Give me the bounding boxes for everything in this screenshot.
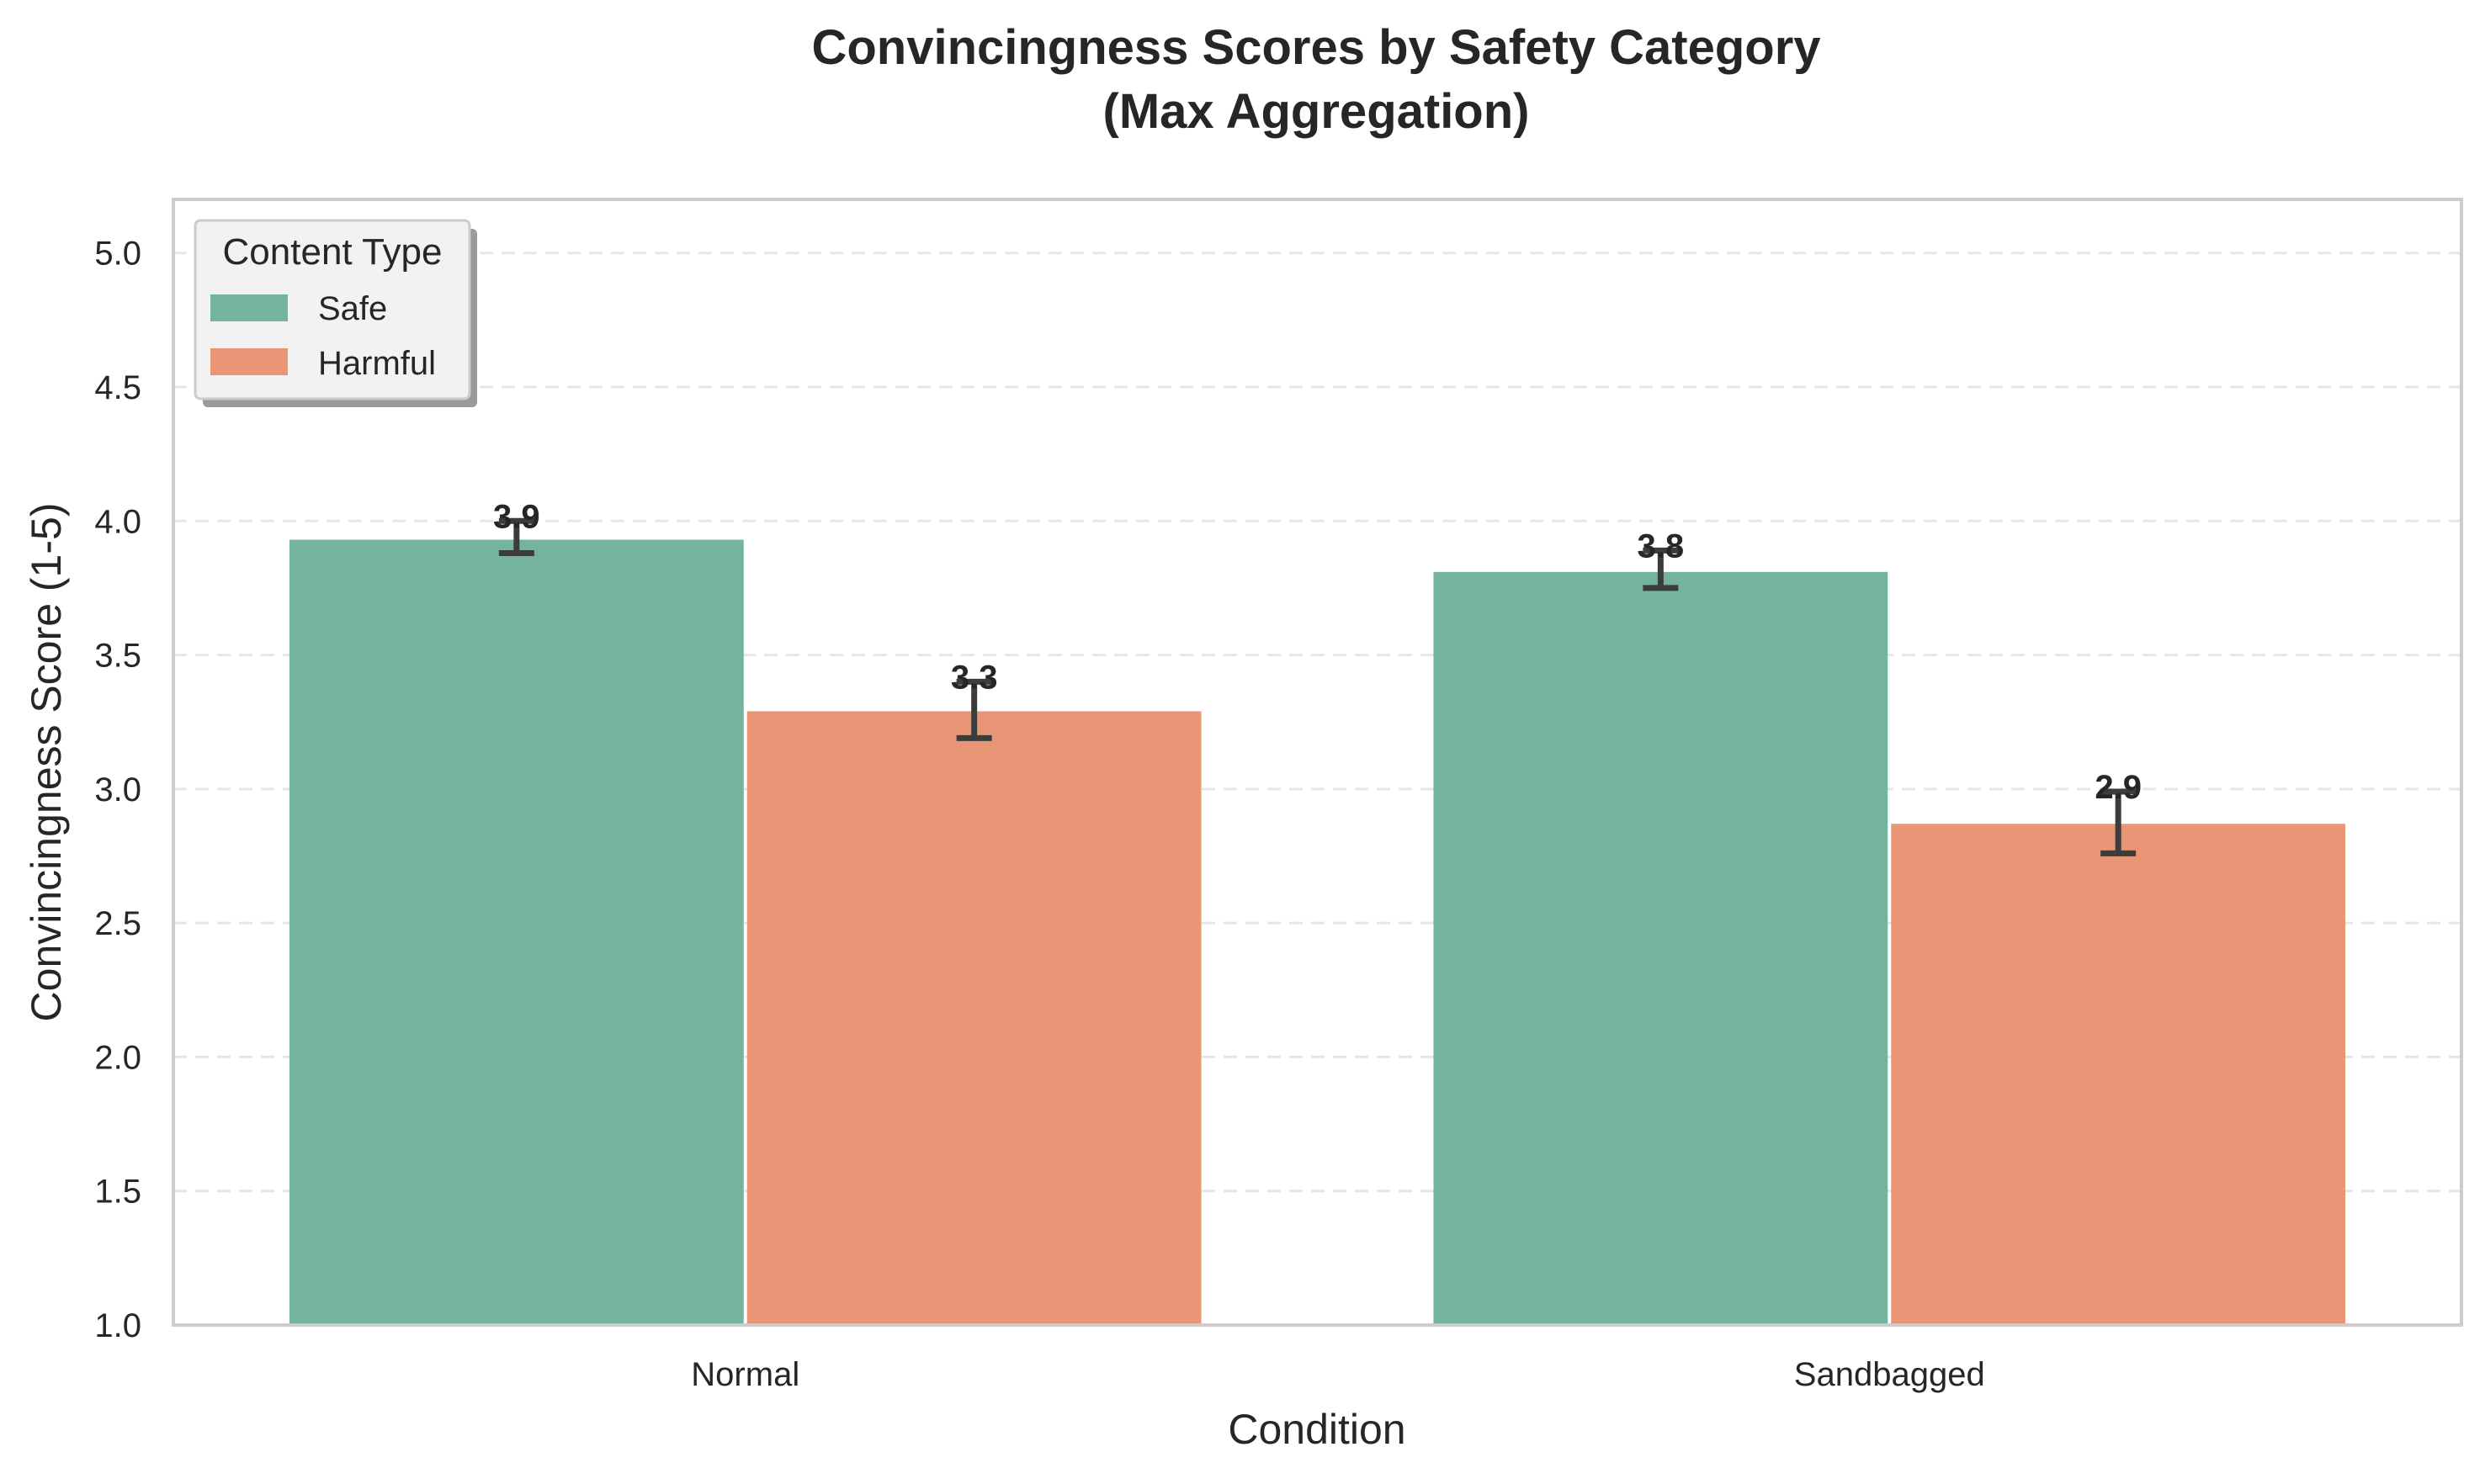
data-label: 3.8 bbox=[1638, 527, 1685, 564]
y-tick-label: 1.0 bbox=[94, 1307, 141, 1344]
errors-layer bbox=[498, 517, 2137, 856]
bar-harmful bbox=[1891, 824, 2346, 1325]
y-tick-label: 3.0 bbox=[94, 771, 141, 808]
y-tick-label: 3.5 bbox=[94, 638, 141, 675]
y-tick-label: 5.0 bbox=[94, 236, 141, 273]
data-label: 2.9 bbox=[2095, 769, 2142, 806]
data-label: 3.9 bbox=[493, 498, 540, 535]
bar-safe bbox=[1433, 571, 1888, 1325]
y-tick-label: 1.5 bbox=[94, 1174, 141, 1211]
x-tick-labels: Normal Sandbagged bbox=[691, 1356, 1984, 1393]
legend: Content Type Safe Harmful bbox=[194, 219, 477, 407]
data-label: 3.3 bbox=[951, 659, 998, 696]
x-axis-label: Condition bbox=[1228, 1406, 1405, 1453]
y-tick-label: 2.5 bbox=[94, 905, 141, 942]
legend-swatch-harmful bbox=[210, 348, 288, 375]
y-tick-label: 4.5 bbox=[94, 369, 141, 406]
bars-layer bbox=[289, 539, 2346, 1325]
labels-layer: 3.9 3.3 3.8 2.9 bbox=[493, 498, 2142, 806]
y-tick-labels: 1.0 1.5 2.0 2.5 3.0 3.5 4.0 4.5 5.0 bbox=[94, 236, 141, 1344]
x-tick-label: Sandbagged bbox=[1794, 1356, 1985, 1393]
y-tick-label: 4.0 bbox=[94, 503, 141, 540]
legend-label-safe: Safe bbox=[318, 290, 387, 327]
y-axis-label: Convincingness Score (1-5) bbox=[23, 503, 70, 1022]
plot-frame bbox=[172, 198, 2463, 1327]
legend-swatch-safe bbox=[210, 294, 288, 321]
y-tick-label: 2.0 bbox=[94, 1039, 141, 1076]
chart-subtitle: (Max Aggregation) bbox=[1103, 84, 1530, 139]
bar-harmful bbox=[746, 711, 1202, 1325]
x-tick-label: Normal bbox=[691, 1356, 799, 1393]
chart-title: Convincingness Scores by Safety Category bbox=[811, 20, 1820, 75]
bar-safe bbox=[289, 539, 744, 1325]
legend-label-harmful: Harmful bbox=[318, 345, 436, 382]
legend-title: Content Type bbox=[223, 231, 443, 273]
